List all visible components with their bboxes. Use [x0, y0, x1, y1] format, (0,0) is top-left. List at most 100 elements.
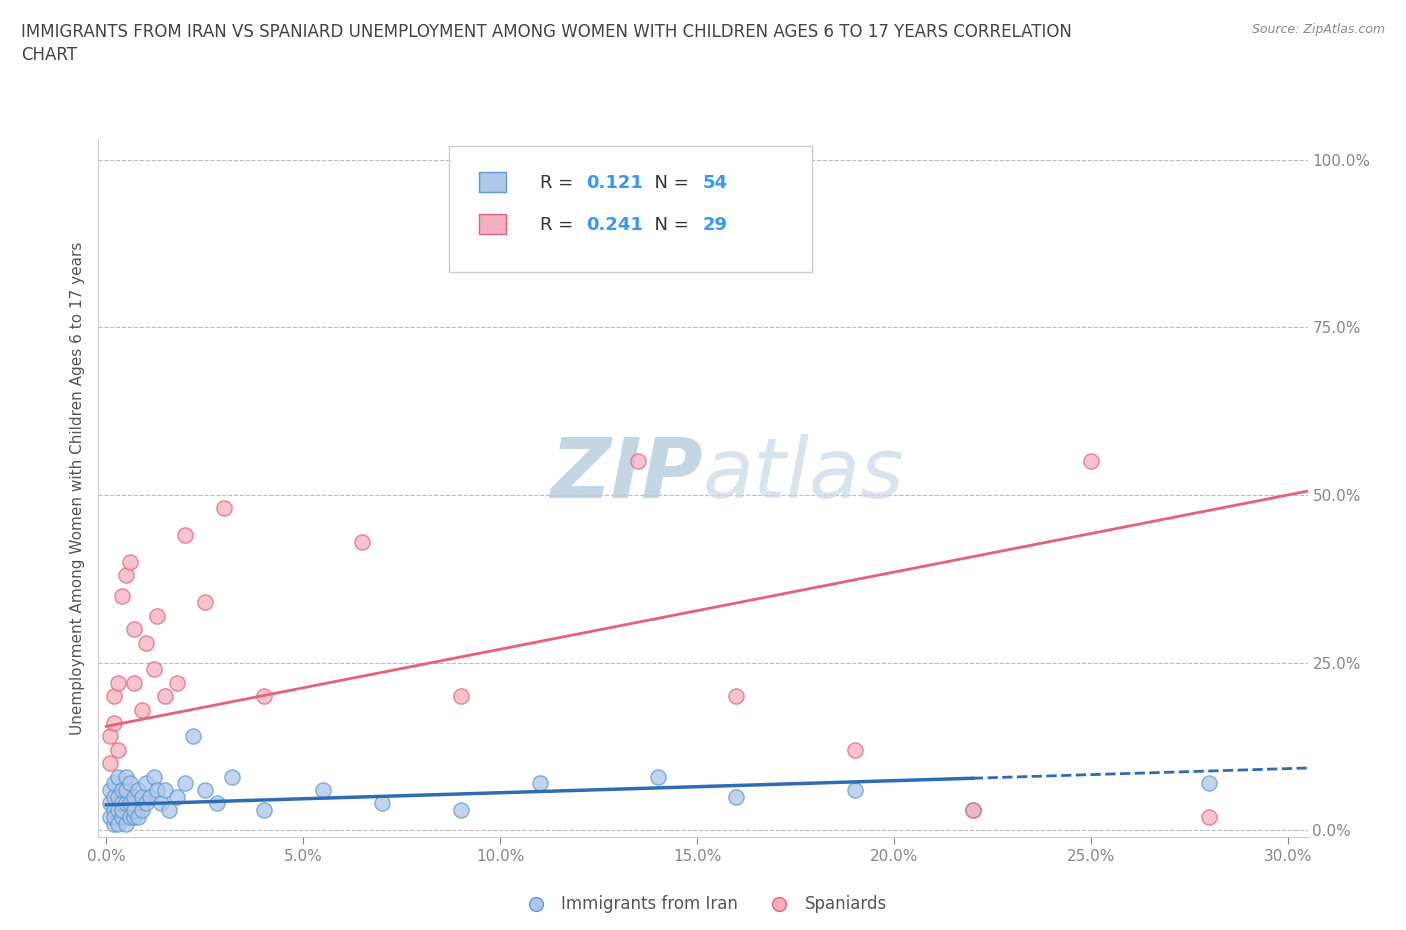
Point	[844, 783, 866, 798]
Point	[103, 817, 125, 831]
Text: CHART: CHART	[21, 46, 77, 64]
Point	[122, 621, 145, 636]
Point	[118, 554, 141, 569]
FancyBboxPatch shape	[479, 214, 506, 233]
Point	[98, 796, 121, 811]
Point	[98, 729, 121, 744]
Point	[194, 595, 217, 610]
Point	[1198, 809, 1220, 824]
Point	[450, 689, 472, 704]
Text: R =: R =	[540, 174, 579, 192]
Point	[98, 783, 121, 798]
Point	[115, 783, 138, 798]
Point	[529, 776, 551, 790]
Text: R =: R =	[540, 216, 579, 233]
Text: IMMIGRANTS FROM IRAN VS SPANIARD UNEMPLOYMENT AMONG WOMEN WITH CHILDREN AGES 6 T: IMMIGRANTS FROM IRAN VS SPANIARD UNEMPLO…	[21, 23, 1071, 41]
Point	[150, 796, 173, 811]
Point	[107, 742, 129, 757]
Point	[107, 790, 129, 804]
Point	[122, 790, 145, 804]
Point	[111, 783, 134, 798]
Point	[122, 809, 145, 824]
Point	[135, 796, 157, 811]
Point	[135, 776, 157, 790]
Point	[131, 790, 153, 804]
Point	[371, 796, 394, 811]
Point	[115, 769, 138, 784]
Point	[146, 608, 169, 623]
Point	[142, 662, 165, 677]
Point	[127, 809, 149, 824]
Text: ZIP: ZIP	[550, 433, 703, 515]
Point	[103, 715, 125, 730]
Point	[155, 689, 177, 704]
Point	[103, 803, 125, 817]
Text: 0.121: 0.121	[586, 174, 643, 192]
Point	[146, 783, 169, 798]
Point	[103, 790, 125, 804]
Text: atlas: atlas	[703, 433, 904, 515]
Text: 0.241: 0.241	[586, 216, 643, 233]
Point	[107, 769, 129, 784]
Legend: Immigrants from Iran, Spaniards: Immigrants from Iran, Spaniards	[513, 888, 893, 920]
Point	[118, 776, 141, 790]
Point	[142, 769, 165, 784]
Point	[131, 702, 153, 717]
Point	[962, 803, 984, 817]
Point	[214, 501, 236, 516]
Point	[103, 776, 125, 790]
Point	[107, 817, 129, 831]
Point	[181, 729, 204, 744]
Point	[157, 803, 180, 817]
Point	[253, 803, 276, 817]
FancyBboxPatch shape	[449, 147, 811, 272]
Point	[312, 783, 335, 798]
Point	[155, 783, 177, 798]
Point	[962, 803, 984, 817]
Point	[138, 790, 160, 804]
Point	[107, 675, 129, 690]
Point	[1198, 776, 1220, 790]
Point	[627, 454, 650, 469]
Point	[1080, 454, 1102, 469]
Point	[166, 790, 188, 804]
Point	[253, 689, 276, 704]
Point	[450, 803, 472, 817]
Point	[174, 527, 197, 542]
Point	[725, 689, 748, 704]
Point	[111, 809, 134, 824]
Point	[131, 803, 153, 817]
FancyBboxPatch shape	[479, 172, 506, 192]
Point	[122, 803, 145, 817]
Point	[166, 675, 188, 690]
Point	[115, 796, 138, 811]
Point	[111, 796, 134, 811]
Point	[115, 817, 138, 831]
Point	[111, 803, 134, 817]
Point	[107, 803, 129, 817]
Text: N =: N =	[643, 174, 695, 192]
Point	[115, 568, 138, 583]
Point	[450, 172, 472, 187]
Text: 29: 29	[703, 216, 728, 233]
Point	[98, 809, 121, 824]
Point	[122, 675, 145, 690]
Point	[205, 796, 228, 811]
Point	[194, 783, 217, 798]
Point	[725, 790, 748, 804]
Point	[174, 776, 197, 790]
Point	[127, 783, 149, 798]
Point	[352, 535, 374, 550]
Text: N =: N =	[643, 216, 695, 233]
Point	[221, 769, 243, 784]
Point	[103, 809, 125, 824]
Point	[118, 809, 141, 824]
Text: Source: ZipAtlas.com: Source: ZipAtlas.com	[1251, 23, 1385, 36]
Point	[647, 769, 669, 784]
Point	[103, 689, 125, 704]
Point	[111, 588, 134, 603]
Point	[118, 796, 141, 811]
Point	[844, 742, 866, 757]
Y-axis label: Unemployment Among Women with Children Ages 6 to 17 years: Unemployment Among Women with Children A…	[69, 242, 84, 735]
Text: 54: 54	[703, 174, 728, 192]
